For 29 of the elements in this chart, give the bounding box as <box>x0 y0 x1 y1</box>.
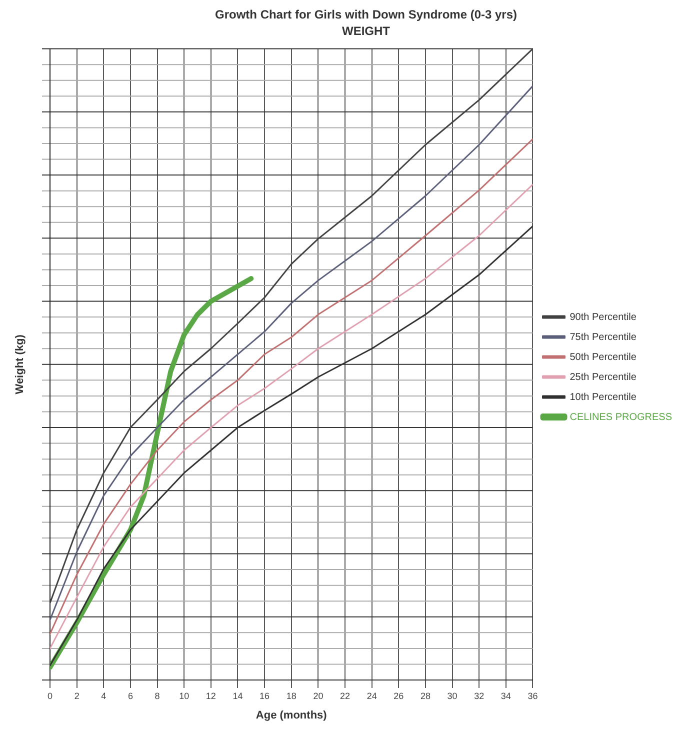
x-tick-label: 10 <box>179 690 190 701</box>
legend-label: 10th Percentile <box>570 392 637 403</box>
x-tick-label: 32 <box>474 690 484 701</box>
legend-label: CELINES PROGRESS <box>570 412 672 423</box>
chart-subtitle: WEIGHT <box>342 24 391 38</box>
y-axis-title: Weight (kg) <box>14 334 26 394</box>
legend-label: 50th Percentile <box>570 352 637 363</box>
x-tick-label: 6 <box>128 690 133 701</box>
x-tick-label: 2 <box>74 690 80 701</box>
x-tick-label: 8 <box>154 690 160 701</box>
x-tick-label: 4 <box>101 690 106 701</box>
x-tick-label: 22 <box>340 690 350 701</box>
legend-label: 90th Percentile <box>570 312 637 323</box>
x-tick-label: 20 <box>313 690 324 701</box>
legend-label: 25th Percentile <box>570 372 637 383</box>
x-tick-label: 18 <box>286 690 296 701</box>
x-tick-label: 36 <box>528 690 538 701</box>
x-tick-label: 12 <box>206 690 216 701</box>
x-tick-label: 34 <box>500 690 511 701</box>
x-tick-label: 30 <box>447 690 458 701</box>
x-tick-label: 26 <box>394 690 404 701</box>
chart-title: Growth Chart for Girls with Down Syndrome (0-3 yrs) <box>214 8 518 22</box>
x-tick-label: 16 <box>260 690 270 701</box>
x-axis-title: Age (months) <box>256 709 328 722</box>
x-tick-label: 0 <box>47 690 53 701</box>
x-tick-label: 24 <box>366 690 377 701</box>
x-tick-label: 28 <box>420 690 430 701</box>
legend-label: 75th Percentile <box>570 332 637 343</box>
x-tick-label: 14 <box>232 690 243 701</box>
